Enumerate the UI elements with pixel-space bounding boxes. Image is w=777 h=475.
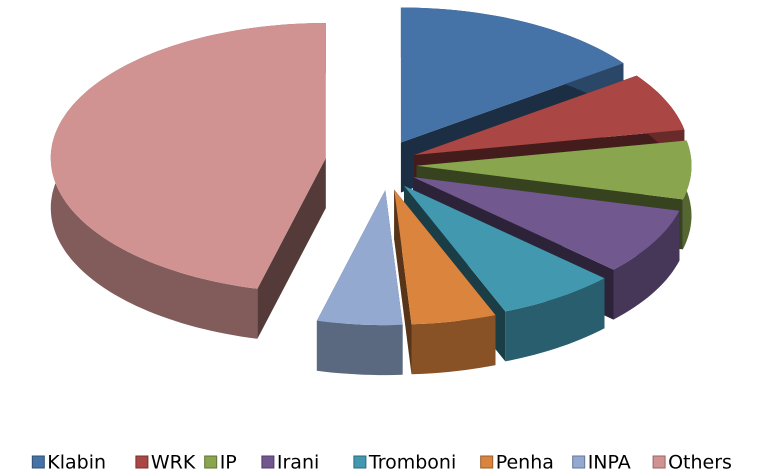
pie-slice (316, 190, 403, 376)
slice-top (50, 23, 326, 289)
slice-side (613, 210, 680, 320)
legend-swatch (572, 455, 586, 469)
legend-label: Penha (496, 452, 554, 474)
legend-label: Others (668, 452, 732, 474)
slice-top (404, 185, 605, 312)
legend-swatch (31, 455, 45, 469)
slice-side (316, 320, 403, 376)
legend-swatch (204, 455, 218, 469)
legend-swatch (652, 455, 666, 469)
legend-label: IP (220, 452, 237, 474)
legend-label: WRK (151, 452, 196, 474)
legend-swatch (261, 455, 275, 469)
legend-label: Klabin (47, 452, 106, 474)
slice-top (394, 189, 496, 325)
slice-top (413, 177, 680, 270)
pie-slice (394, 189, 496, 375)
slice-top (316, 190, 403, 326)
slice-top (416, 140, 692, 200)
slice-top (400, 7, 624, 143)
legend-swatch (480, 455, 494, 469)
slice-side (505, 278, 605, 362)
slice-top (414, 75, 685, 155)
legend-label: Tromboni (368, 452, 456, 474)
slice-wall (257, 158, 326, 339)
legend-swatch (135, 455, 149, 469)
legend-label: Irani (277, 452, 319, 474)
slice-side (411, 315, 496, 375)
pie-slice (50, 23, 326, 339)
legend-swatch (353, 455, 367, 469)
slice-wall (394, 189, 412, 375)
legend-label: INPA (588, 452, 631, 474)
